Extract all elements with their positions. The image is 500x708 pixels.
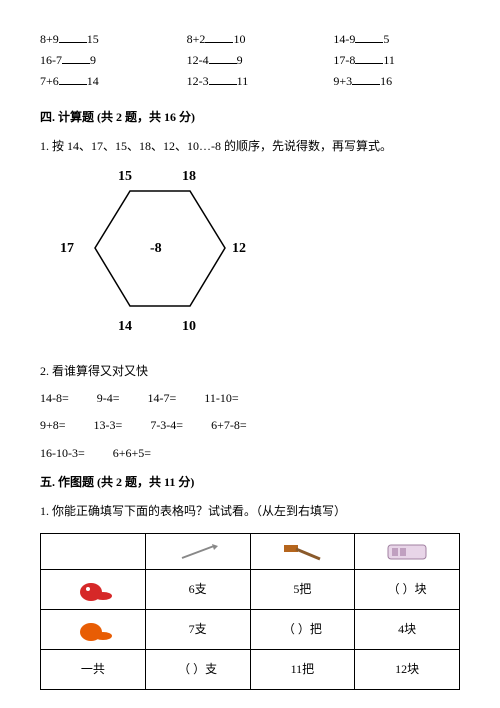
table-cell: （ ）支 — [145, 650, 250, 690]
calc-item: 9+8= — [40, 416, 66, 435]
blank — [205, 31, 233, 43]
lhs: 8+9 — [40, 32, 59, 46]
compare-cell: 12-3 11 — [187, 72, 314, 91]
compare-cell: 8+2 10 — [187, 30, 314, 49]
table-cell: 6支 — [145, 570, 250, 610]
compare-cell: 9+3 16 — [333, 72, 460, 91]
hexagon-diagram: -8 15 18 12 10 14 17 — [60, 166, 260, 346]
blank — [355, 31, 383, 43]
calc-item: 7-3-4= — [150, 416, 183, 435]
hex-label-2: 12 — [232, 238, 246, 260]
cap-orange-icon — [41, 610, 146, 650]
lhs: 17-8 — [333, 53, 355, 67]
calc-item: 14-8= — [40, 389, 69, 408]
question-4-2: 2. 看谁算得又对又快 — [40, 362, 460, 381]
calc-item: 6+7-8= — [211, 416, 247, 435]
section-5-header: 五. 作图题 (共 2 题，共 11 分) — [40, 473, 460, 492]
rhs: 10 — [233, 32, 245, 46]
blank — [209, 52, 237, 64]
calc-item: 14-7= — [148, 389, 177, 408]
blank — [62, 52, 90, 64]
blank — [209, 73, 237, 85]
compare-cell: 8+9 15 — [40, 30, 167, 49]
table-cell: （ ）块 — [355, 570, 460, 610]
compare-cell: 14-9 5 — [333, 30, 460, 49]
blank — [355, 52, 383, 64]
table-cell: 一共 — [41, 650, 146, 690]
table-cell: 11把 — [250, 650, 355, 690]
rhs: 11 — [383, 53, 395, 67]
hex-label-5: 17 — [60, 238, 74, 260]
rhs: 14 — [87, 74, 99, 88]
compare-cell: 7+6 14 — [40, 72, 167, 91]
table-cell: 12块 — [355, 650, 460, 690]
table-cell: 7支 — [145, 610, 250, 650]
rhs: 16 — [380, 74, 392, 88]
hex-label-1: 18 — [182, 166, 196, 188]
hex-center: -8 — [150, 238, 162, 260]
calc-item: 13-3= — [94, 416, 123, 435]
table: 6支 5把 （ ）块 7支 （ ）把 4块 一共 （ ）支 11把 12块 — [40, 533, 460, 690]
rhs: 11 — [237, 74, 249, 88]
lhs: 12-3 — [187, 74, 209, 88]
lhs: 12-4 — [187, 53, 209, 67]
hex-label-3: 10 — [182, 316, 196, 338]
compare-cell: 16-7 9 — [40, 51, 167, 70]
blank — [352, 73, 380, 85]
rhs: 9 — [237, 53, 243, 67]
question-4-1: 1. 按 14、17、15、18、12、10…-8 的顺序，先说得数，再写算式。 — [40, 137, 460, 156]
fill-table: 6支 5把 （ ）块 7支 （ ）把 4块 一共 （ ）支 11把 12块 — [40, 533, 460, 690]
calc-item: 11-10= — [204, 389, 238, 408]
hex-label-0: 15 — [118, 166, 132, 188]
section-4-header: 四. 计算题 (共 2 题，共 16 分) — [40, 108, 460, 127]
hex-label-4: 14 — [118, 316, 132, 338]
lhs: 14-9 — [333, 32, 355, 46]
table-row: 7支 （ ）把 4块 — [41, 610, 460, 650]
lhs: 8+2 — [187, 32, 206, 46]
rhs: 9 — [90, 53, 96, 67]
header-blank — [41, 534, 146, 570]
calc-item: 16-10-3= — [40, 444, 85, 463]
table-row: 一共 （ ）支 11把 12块 — [41, 650, 460, 690]
calc-item: 9-4= — [97, 389, 120, 408]
lhs: 7+6 — [40, 74, 59, 88]
calc-row: 16-10-3= 6+6+5= — [40, 444, 460, 463]
table-cell: （ ）把 — [250, 610, 355, 650]
table-header-row — [41, 534, 460, 570]
compare-cell: 17-8 11 — [333, 51, 460, 70]
rhs: 5 — [383, 32, 389, 46]
table-row: 6支 5把 （ ）块 — [41, 570, 460, 610]
question-5-1: 1. 你能正确填写下面的表格吗？试试看。（从左到右填写） — [40, 502, 460, 521]
pen-icon — [145, 534, 250, 570]
lhs: 9+3 — [333, 74, 352, 88]
blank — [59, 73, 87, 85]
calc-row: 14-8= 9-4= 14-7= 11-10= — [40, 389, 460, 408]
calc-item: 6+6+5= — [113, 444, 151, 463]
compare-cell: 12-4 9 — [187, 51, 314, 70]
rhs: 15 — [87, 32, 99, 46]
comparison-grid: 8+9 15 8+2 10 14-9 5 16-7 9 12-4 9 17-8 11 7+6… — [40, 30, 460, 92]
lhs: 16-7 — [40, 53, 62, 67]
table-cell: 4块 — [355, 610, 460, 650]
hammer-icon — [250, 534, 355, 570]
cap-red-icon — [41, 570, 146, 610]
box-icon — [355, 534, 460, 570]
calc-row: 9+8= 13-3= 7-3-4= 6+7-8= — [40, 416, 460, 435]
table-cell: 5把 — [250, 570, 355, 610]
blank — [59, 31, 87, 43]
